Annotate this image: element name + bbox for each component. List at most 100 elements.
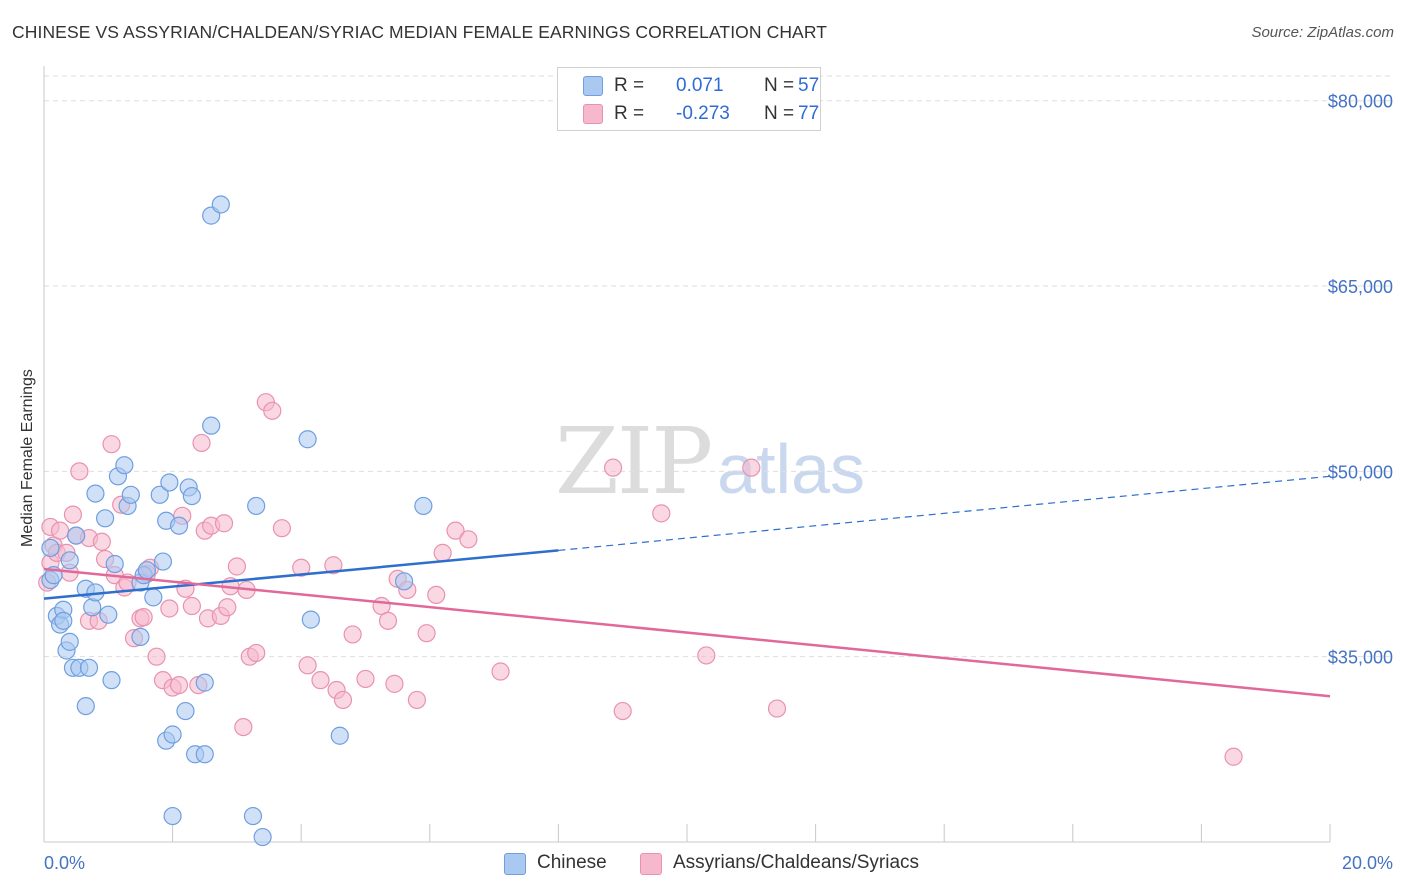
chinese-point	[102, 671, 121, 690]
grid-lines	[44, 75, 1392, 658]
legend-r-label: R =	[614, 75, 645, 96]
assyrian-point	[63, 505, 83, 524]
watermark: ZIPatlas	[555, 408, 865, 515]
assyrian-point	[234, 717, 253, 737]
assyrian-point	[50, 521, 70, 540]
assyrian-point	[218, 598, 237, 617]
chinese-point	[54, 611, 73, 630]
chinese-point	[160, 473, 179, 492]
chinese-point	[211, 195, 230, 214]
legend-n-label: N =	[764, 75, 795, 96]
assyrian-point	[160, 599, 179, 618]
assyrian-point	[70, 462, 89, 481]
y-tick-label: $35,000	[1328, 648, 1393, 668]
assyrian-point	[134, 608, 153, 627]
chinese-point	[182, 486, 201, 506]
assyrian-point	[697, 646, 716, 665]
chart-title: CHINESE VS ASSYRIAN/CHALDEAN/SYRIAC MEDI…	[12, 22, 828, 42]
legend-r-value: -0.273	[676, 103, 730, 124]
watermark-zip: ZIP	[555, 408, 713, 515]
correlation-legend: R = 0.071 N = 57 R = -0.273 N = 77	[557, 67, 821, 131]
chinese-point	[86, 484, 105, 503]
chinese-point	[79, 658, 99, 677]
assyrian-point	[385, 674, 404, 693]
assyrian-point	[417, 624, 436, 643]
chinese-point	[83, 598, 102, 617]
assyrian-point	[613, 701, 632, 721]
chinese-point	[121, 485, 140, 504]
assyrian-point	[298, 656, 317, 675]
legend-n-value: 77	[798, 103, 820, 124]
legend-swatch-assyrian	[640, 853, 662, 875]
data-points	[38, 195, 1243, 847]
assyrian-point	[311, 671, 330, 690]
y-tick-label: $80,000	[1328, 92, 1393, 112]
chinese-point	[163, 725, 182, 744]
assyrian-point	[324, 556, 343, 575]
chinese-point	[247, 496, 266, 516]
chinese-point	[195, 745, 214, 764]
legend-swatch-assyrian	[583, 104, 603, 124]
assyrian-point	[102, 435, 121, 454]
assyrian-point	[491, 662, 510, 681]
assyrian-point	[343, 625, 362, 644]
y-tick-label: $65,000	[1328, 277, 1393, 297]
chinese-point	[298, 430, 317, 449]
chinese-point	[414, 496, 433, 516]
assyrian-point	[292, 558, 311, 577]
chinese-trend-line-projection	[558, 475, 1331, 552]
chinese-point	[60, 551, 79, 570]
assyrian-point	[333, 690, 353, 710]
assyrian-point	[263, 401, 282, 420]
chinese-point	[163, 806, 182, 826]
assyrian-point	[446, 521, 465, 540]
assyrian-point	[182, 596, 201, 616]
assyrian-point	[214, 514, 234, 533]
chinese-point	[99, 605, 118, 624]
source-label: Source: ZipAtlas.com	[1251, 24, 1394, 41]
assyrian-point	[652, 504, 671, 523]
assyrian-point	[247, 643, 266, 663]
assyrian-point	[92, 532, 111, 551]
chinese-point	[67, 526, 86, 545]
assyrian-point	[169, 675, 189, 695]
chinese-point	[153, 552, 173, 571]
chinese-point	[76, 696, 95, 716]
assyrian-point	[356, 669, 375, 689]
assyrian-trend-line	[43, 567, 1331, 698]
chinese-point	[253, 827, 272, 847]
chinese-trend-line	[43, 549, 559, 600]
legend-swatch-chinese	[583, 76, 603, 96]
assyrian-point	[378, 611, 398, 630]
assyrian-point	[192, 433, 211, 453]
assyrian-point	[227, 557, 246, 576]
assyrian-point	[407, 690, 427, 710]
chinese-point	[330, 726, 349, 745]
assyrian-point	[147, 647, 166, 666]
legend-n-label: N =	[764, 103, 795, 124]
chinese-point	[105, 554, 124, 574]
trend-lines	[43, 475, 1331, 698]
legend-label-chinese: Chinese	[537, 852, 607, 873]
x-tick-label-min: 0.0%	[44, 853, 85, 873]
chinese-point	[301, 610, 320, 629]
assyrian-point	[742, 458, 761, 477]
chinese-point	[169, 516, 189, 535]
chinese-point	[243, 806, 263, 826]
legend-swatch-chinese	[504, 853, 526, 875]
assyrian-point	[459, 530, 478, 549]
legend-label-assyrian: Assyrians/Chaldeans/Syriacs	[673, 852, 920, 873]
chinese-point	[144, 588, 163, 607]
chinese-point	[95, 509, 115, 528]
x-tick-label-max: 20.0%	[1342, 853, 1393, 873]
watermark-atlas: atlas	[717, 430, 866, 508]
chinese-point	[176, 701, 195, 721]
assyrian-point	[767, 699, 787, 718]
assyrian-point	[1224, 747, 1243, 766]
chinese-point	[41, 538, 60, 558]
chinese-point	[60, 632, 79, 651]
chinese-point	[115, 456, 134, 475]
legend-n-value: 57	[798, 75, 820, 96]
tick-labels: $35,000 $50,000 $65,000 $80,000 0.0% 20.0%	[44, 92, 1393, 873]
